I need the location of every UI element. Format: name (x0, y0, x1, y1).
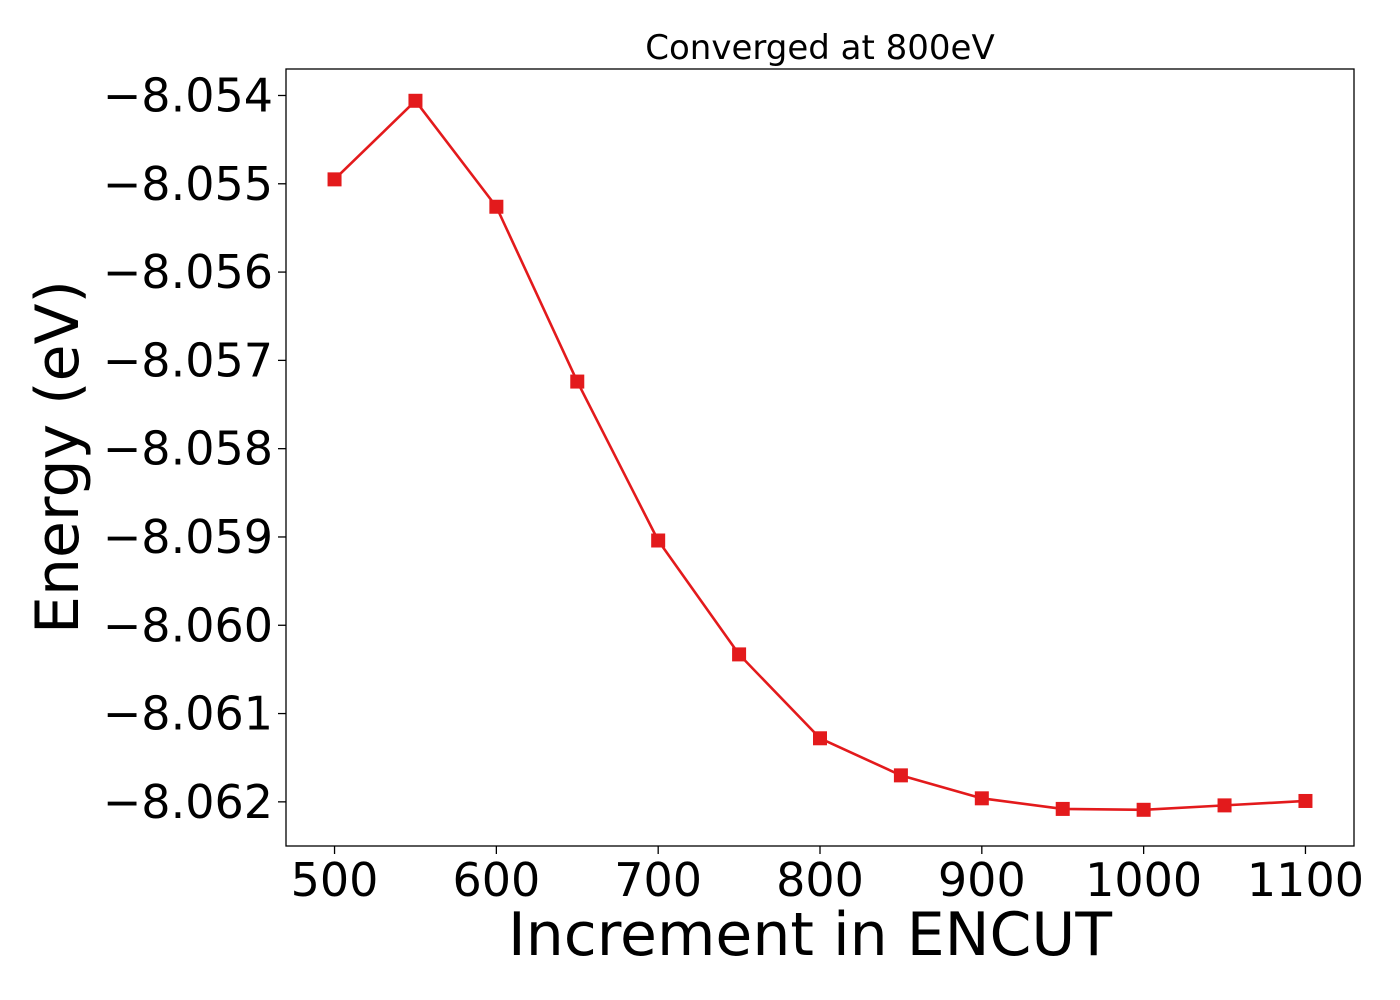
data-point (732, 647, 747, 662)
data-point (651, 533, 666, 548)
y-tick-label: −8.056 (103, 245, 273, 299)
data-point (327, 172, 342, 187)
y-tick-label: −8.060 (103, 598, 273, 652)
data-point (1136, 802, 1151, 817)
y-axis-label: Energy (eV) (23, 280, 93, 634)
data-point (1298, 793, 1313, 808)
y-tick-label: −8.057 (103, 333, 273, 387)
data-point (408, 93, 423, 108)
chart-title: Converged at 800eV (645, 28, 994, 68)
x-tick-label: 800 (776, 853, 864, 907)
x-tick-label: 600 (452, 853, 540, 907)
y-tick-label: −8.058 (103, 422, 273, 476)
y-tick-label: −8.062 (103, 775, 273, 829)
data-point (570, 374, 585, 389)
data-point (1055, 801, 1070, 816)
x-axis-label: Increment in ENCUT (508, 900, 1112, 970)
y-tick-label: −8.059 (103, 510, 273, 564)
series-line (333, 99, 1306, 812)
y-tick-label: −8.061 (103, 687, 273, 741)
x-tick-label: 1000 (1085, 853, 1202, 907)
x-tick-label: 500 (291, 853, 379, 907)
data-point (489, 199, 504, 214)
data-point (974, 791, 989, 806)
y-tick-label: −8.054 (103, 68, 273, 122)
x-tick-label: 700 (614, 853, 702, 907)
plot-area: 500 600 700 800 900 1000 1100 −8.054 −8.055 −8.05… (103, 68, 1364, 907)
plot-frame (285, 68, 1355, 847)
data-point (893, 768, 908, 783)
y-tick-label: −8.055 (103, 157, 273, 211)
data-point (1217, 798, 1232, 813)
x-tick-label: 1100 (1247, 853, 1364, 907)
x-tick-label: 900 (938, 853, 1026, 907)
data-point (813, 731, 827, 746)
